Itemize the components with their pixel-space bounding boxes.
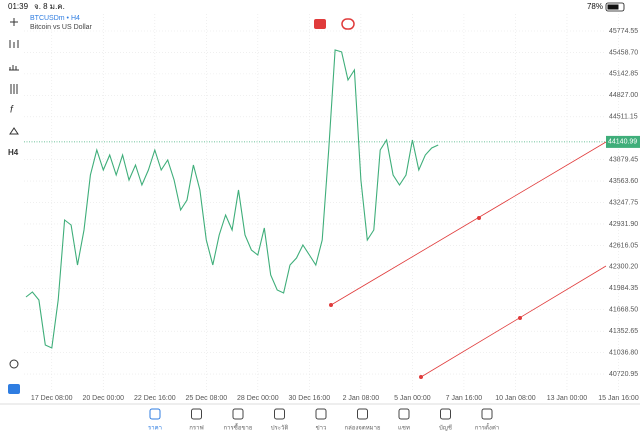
trend-point (328, 302, 333, 307)
y-tick-label: 41984.35 (609, 285, 638, 292)
tab-icon (149, 408, 161, 420)
tab-label: แชท (398, 425, 410, 432)
y-tick-label: 44511.15 (609, 114, 638, 121)
x-tick-label: 28 Dec 00:00 (237, 395, 279, 402)
tab[interactable]: ราคา (148, 408, 162, 432)
buy-button[interactable] (341, 18, 355, 30)
tab[interactable]: กราฟ (189, 408, 204, 432)
trend-line (420, 265, 607, 378)
y-tick-label: 43563.60 (609, 178, 638, 185)
y-tick-label: 44827.00 (609, 92, 638, 99)
tab-icon (315, 408, 327, 420)
x-tick-label: 2 Jan 08:00 (343, 395, 380, 402)
y-tick-label: 42616.05 (609, 242, 638, 249)
y-tick-label: 40720.95 (609, 371, 638, 378)
tab[interactable]: การซื้อขาย (224, 408, 253, 432)
tab-label: กล่องจดหมาย (344, 425, 380, 432)
tab-label: การซื้อขาย (224, 422, 253, 432)
tab[interactable]: แชท (398, 408, 410, 432)
zoom-tool[interactable] (9, 359, 19, 369)
y-tick-label: 41668.50 (609, 307, 638, 314)
settings-tool[interactable] (10, 84, 18, 94)
sell-button[interactable] (314, 19, 326, 29)
tab-icon (232, 408, 244, 420)
trend-point (518, 315, 523, 320)
x-tick-label: 17 Dec 08:00 (31, 395, 73, 402)
tab-icon (191, 408, 202, 420)
x-tick-label: 30 Dec 16:00 (289, 395, 331, 402)
y-tick-label: 42300.20 (609, 264, 638, 271)
symbol[interactable]: BTCUSDm • H4 (30, 15, 80, 22)
status-battery: 78% (587, 2, 603, 11)
status-date: จ. 8 ม.ค. (34, 2, 65, 11)
objects-tool[interactable] (9, 127, 19, 135)
trend-point (418, 374, 423, 379)
tab[interactable]: ข่าว (315, 408, 327, 432)
y-tick-label: 42931.90 (609, 221, 638, 228)
function-tool[interactable]: f (10, 105, 14, 116)
tab-label: ราคา (148, 425, 162, 432)
tab-label: การตั้งค่า (475, 422, 499, 432)
x-tick-label: 5 Jan 00:00 (394, 395, 431, 402)
symbol-description: Bitcoin vs US Dollar (30, 24, 93, 31)
tab-label: ประวัติ (271, 425, 289, 432)
y-tick-label: 41036.80 (609, 349, 638, 356)
tab-label: กราฟ (189, 425, 203, 432)
price-line (25, 49, 439, 349)
battery-icon (605, 2, 625, 12)
left-toolbar: f (9, 18, 19, 369)
tab[interactable]: การตั้งค่า (475, 408, 499, 432)
x-tick-label: 22 Dec 16:00 (134, 395, 176, 402)
tab-icon (357, 408, 368, 420)
y-tick-label: 41352.65 (609, 328, 638, 335)
trend-point (476, 215, 481, 220)
trend-lines (328, 141, 607, 379)
y-tick-label: 45142.85 (609, 71, 638, 78)
tab-icon (274, 408, 285, 420)
x-tick-label: 7 Jan 16:00 (446, 395, 483, 402)
y-tick-label: 43247.75 (609, 199, 638, 206)
last-price-label: 44140.99 (608, 139, 637, 146)
tab[interactable]: ประวัติ (271, 408, 289, 432)
y-tick-label: 45774.55 (609, 28, 638, 35)
timeframe[interactable]: H4 (8, 148, 19, 157)
chart-type-tool[interactable] (9, 40, 19, 48)
status-time: 01:39 (8, 2, 29, 11)
indicators-tool[interactable] (9, 65, 19, 71)
tab[interactable]: กล่องจดหมาย (344, 408, 381, 432)
x-tick-label: 20 Dec 00:00 (82, 395, 124, 402)
x-tick-label: 25 Dec 08:00 (185, 395, 227, 402)
battery-level (607, 4, 619, 10)
tab-label: บัญชี (439, 424, 452, 432)
y-tick-label: 45458.70 (609, 49, 638, 56)
y-tick-label: 43879.45 (609, 157, 638, 164)
trend-line (330, 141, 607, 306)
tab-icon (481, 408, 493, 420)
x-tick-label: 15 Jan 16:00 (598, 395, 639, 402)
x-tick-label: 13 Jan 00:00 (547, 395, 588, 402)
account-icon[interactable] (8, 384, 20, 394)
tab-icon (398, 408, 410, 420)
x-tick-label: 10 Jan 08:00 (495, 395, 536, 402)
last-price-box (606, 135, 640, 148)
tab-icon (440, 408, 451, 420)
tab[interactable]: บัญชี (439, 408, 452, 432)
tab-label: ข่าว (316, 425, 327, 432)
crosshair-tool[interactable] (10, 18, 18, 26)
